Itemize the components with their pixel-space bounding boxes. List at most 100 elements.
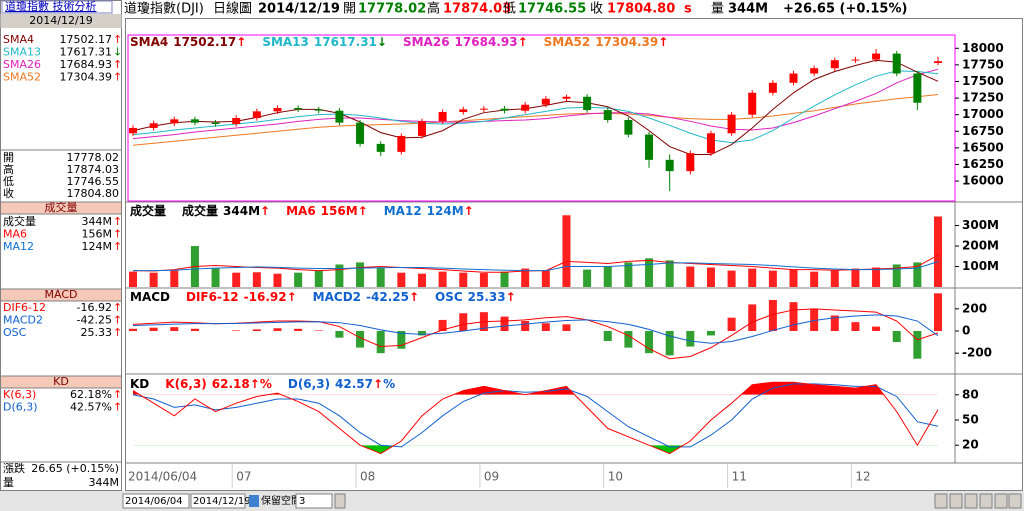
bar: [294, 272, 303, 287]
candle-body: [810, 68, 819, 74]
bar: [810, 308, 819, 331]
candle-body: [129, 127, 137, 134]
bar: [356, 262, 365, 287]
y-tick-label: 20: [962, 438, 979, 452]
tool-button[interactable]: [1008, 493, 1022, 509]
bar: [417, 273, 426, 287]
period: 日線圖: [213, 1, 252, 17]
side-value-number: 156M: [82, 228, 113, 241]
side-unit: %: [102, 401, 112, 414]
side-value: 17304.39: [60, 71, 113, 84]
legend-trend: ↓: [377, 35, 387, 49]
legend-value: 42.57: [335, 377, 373, 391]
side-value: 17502.17: [60, 33, 113, 46]
y-tick-label: 18000: [962, 41, 1004, 55]
candle-body: [417, 121, 426, 136]
y-tick-label: 200: [962, 301, 987, 315]
candle-body: [397, 135, 406, 152]
overbought-fill: [133, 382, 884, 395]
start-date[interactable]: 2014/06/04: [125, 496, 183, 507]
bar: [624, 262, 633, 287]
bar: [459, 313, 468, 331]
side-value: 25.33: [81, 326, 113, 339]
legend-value: 17684.93: [455, 35, 518, 49]
bar: [851, 268, 860, 287]
candle-body: [686, 153, 695, 172]
candle-body: [789, 73, 798, 83]
bar: [727, 270, 736, 287]
tool-button[interactable]: [934, 493, 948, 509]
candle-body: [562, 96, 571, 99]
candle-body: [541, 98, 550, 105]
bar: [252, 272, 261, 287]
legend-name: D(6,3): [288, 377, 330, 391]
legend-value: 17617.31: [314, 35, 377, 49]
panel-legend: KD K(6,3) 62.18↑% D(6,3) 42.57↑%: [130, 377, 395, 391]
side-name: SMA26: [3, 58, 41, 71]
bar: [892, 264, 901, 287]
candle-body: [521, 104, 530, 111]
end-input[interactable]: [190, 493, 246, 509]
sma-line: [132, 70, 939, 144]
candle-body: [500, 108, 509, 111]
start-input[interactable]: [122, 493, 190, 509]
reserve-value[interactable]: 3: [299, 496, 305, 507]
legend-name: MACD2: [313, 290, 361, 304]
bar: [376, 331, 385, 354]
bar: [273, 328, 282, 331]
tool-button[interactable]: [994, 493, 1008, 509]
toolbar: [934, 493, 1022, 509]
volume-value: 344M: [89, 476, 120, 489]
bar: [851, 322, 860, 331]
bar: [232, 330, 241, 331]
icon[interactable]: [249, 495, 259, 507]
tool-button[interactable]: [964, 493, 978, 509]
tool-button[interactable]: [979, 493, 993, 509]
x-tick-label: 11: [732, 470, 747, 484]
side-trend: ↑: [113, 388, 122, 401]
quote-value: 17804.80: [607, 2, 675, 17]
bar: [314, 330, 323, 331]
y-tick-label: -200: [962, 346, 992, 360]
quote-label: 高: [3, 162, 14, 176]
candle-body: [913, 73, 922, 103]
end-date[interactable]: 2014/12/19: [193, 496, 251, 507]
legend-name: MA6: [286, 204, 316, 218]
bar: [562, 215, 571, 287]
quote-label: 開: [3, 151, 14, 164]
candle-body: [211, 122, 220, 124]
candle-body: [438, 112, 447, 122]
reserve-label: 保留空間: [261, 494, 301, 507]
quote-label: 開: [343, 2, 356, 17]
side-value: -16.92: [77, 301, 112, 314]
legend-trend: ↑: [409, 290, 419, 304]
change: +26.65 (+0.15%): [783, 2, 907, 17]
legend-trend: ↑: [287, 290, 297, 304]
candle-body: [624, 119, 633, 135]
tab-label[interactable]: 道瓊指數 技術分析: [5, 0, 97, 13]
side-name: K(6,3): [3, 388, 36, 401]
candle-body: [314, 109, 323, 111]
side-name: SMA13: [3, 46, 41, 59]
side-name: OSC: [3, 326, 27, 339]
candle-body: [190, 119, 199, 123]
bar: [294, 328, 303, 331]
bar: [645, 331, 654, 354]
section-header: [0, 288, 122, 302]
spin-button[interactable]: [334, 493, 346, 509]
quote-value: 17746.55: [67, 175, 120, 188]
tool-button[interactable]: [949, 493, 963, 509]
y-tick-label: 80: [962, 387, 979, 401]
indicator-line: [132, 314, 939, 344]
y-tick-label: 16000: [962, 174, 1004, 188]
side-trend: ↑: [113, 58, 122, 71]
bar: [479, 273, 488, 287]
candle-body: [273, 108, 282, 112]
kd-line: [132, 381, 939, 455]
tab[interactable]: [1, 0, 113, 14]
reserve-input[interactable]: [295, 493, 333, 509]
legend-value: 62.18: [212, 377, 250, 391]
candle-body: [748, 92, 757, 115]
side-value-number: 17502.17: [60, 33, 113, 46]
bar: [789, 269, 798, 287]
